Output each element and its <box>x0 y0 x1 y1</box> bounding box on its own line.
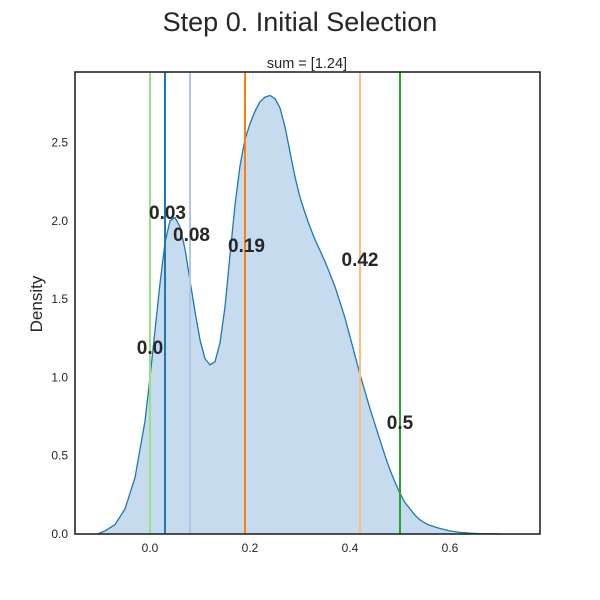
x-tick-label: 0.4 <box>342 541 359 555</box>
value-annotation: 0.08 <box>173 225 210 246</box>
value-annotation: 0.0 <box>137 338 163 359</box>
y-tick-label: 2.5 <box>51 135 68 149</box>
y-axis-label: Density <box>27 275 46 332</box>
value-annotation: 0.42 <box>342 250 379 271</box>
y-tick-label: 1.5 <box>51 292 68 306</box>
y-tick-label: 2.0 <box>51 214 68 228</box>
y-tick-label: 0.0 <box>51 527 68 541</box>
x-tick-label: 0.6 <box>442 541 459 555</box>
plot-frame <box>74 71 541 535</box>
density-curve <box>97 94 501 535</box>
chart-title: Step 0. Initial Selection <box>163 7 438 37</box>
y-tick-label: 1.0 <box>51 370 68 384</box>
x-tick-label: 0.0 <box>142 541 159 555</box>
value-annotation: 0.03 <box>149 203 186 224</box>
x-tick-label: 0.2 <box>242 541 259 555</box>
density-fill <box>97 95 500 534</box>
value-annotation: 0.5 <box>387 413 414 434</box>
value-annotation: 0.19 <box>228 236 265 257</box>
chart-subtitle: sum = [1.24] <box>267 56 347 72</box>
y-tick-label: 0.5 <box>51 449 68 463</box>
